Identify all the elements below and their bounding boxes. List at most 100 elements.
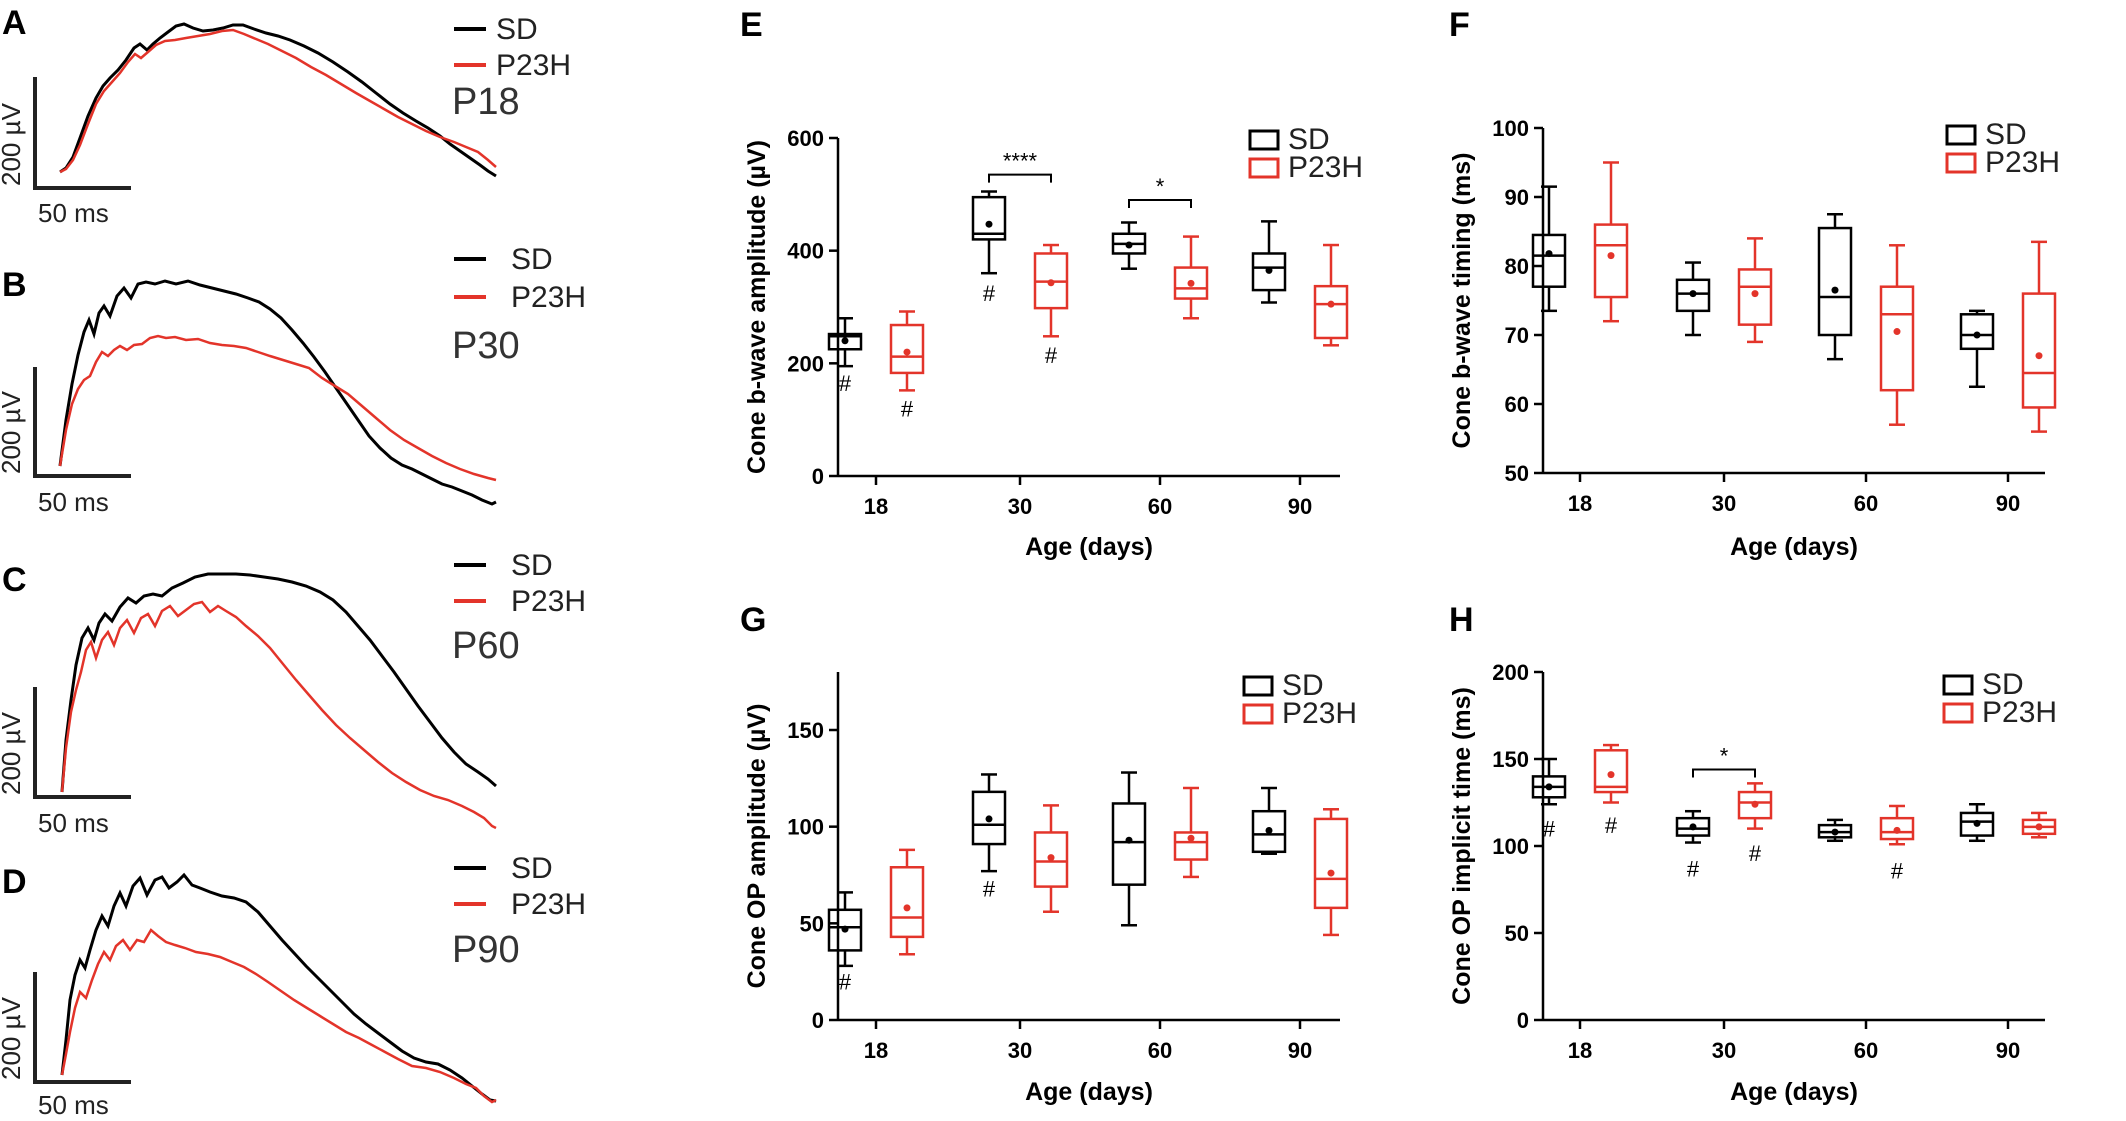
box-p23h-18 (889, 848, 925, 956)
legend-label-p23h: P23H (1288, 151, 1363, 184)
box-mean-dot (1047, 279, 1055, 287)
age-label-a: P18 (452, 81, 520, 123)
y-tick-label: 150 (1492, 747, 1529, 772)
box-p23h-90 (1313, 243, 1349, 347)
box-mean-dot (1545, 250, 1553, 258)
age-label-d: P90 (452, 929, 520, 971)
box-iqr (1737, 790, 1773, 820)
box-iqr (1173, 831, 1209, 861)
box-iqr (1817, 226, 1853, 337)
box-p23h-60 (1879, 244, 1915, 426)
scale-x-d: 50 ms (38, 1090, 109, 1120)
legend-a-p23h-label: P23H (496, 49, 571, 82)
legend-swatch-p23h (1248, 157, 1280, 179)
trace-b-sd (58, 279, 497, 506)
box-iqr (1879, 816, 1915, 841)
box-mean-dot (1893, 328, 1901, 336)
box-iqr (1251, 252, 1287, 292)
box-iqr (827, 332, 863, 351)
scale-y-b: 200 µV (0, 390, 26, 474)
scale-y-d: 200 µV (0, 996, 26, 1080)
x-axis-title: Age (days) (1025, 1078, 1153, 1106)
x-tick-label: 60 (1854, 491, 1878, 516)
box-iqr (1593, 223, 1629, 299)
y-tick-label: 100 (1492, 116, 1529, 141)
x-tick-label: 18 (1568, 1038, 1592, 1063)
legend-c-sd-label: SD (511, 549, 553, 582)
box-iqr (1879, 285, 1915, 392)
box-p23h-60 (1879, 804, 1915, 846)
y-tick-label: 200 (787, 351, 824, 376)
panel-letter-h: H (1449, 601, 1474, 639)
x-axis-title: Age (days) (1025, 533, 1153, 561)
box-p23h-30 (1033, 243, 1069, 338)
hash-mark: # (1891, 858, 1904, 883)
x-tick-label: 30 (1008, 1038, 1032, 1063)
box-p23h-18 (889, 310, 925, 392)
panel-letter-b: B (2, 266, 27, 304)
y-axis-title: Cone b-wave timing (ms) (1448, 153, 1476, 449)
box-mean-dot (1125, 836, 1133, 844)
trace-panel-a: A SD P23H P18 200 µV 50 ms (0, 4, 571, 228)
box-p23h-90 (1313, 808, 1349, 937)
legend-label-sd: SD (1985, 118, 2027, 151)
y-tick-label: 0 (812, 1008, 824, 1033)
box-sd-30 (971, 190, 1007, 275)
panel-letter-a: A (2, 4, 27, 42)
box-mean-dot (1047, 854, 1055, 862)
box-mean-dot (1973, 819, 1981, 827)
box-mean-dot (903, 904, 911, 912)
legend-swatch-sd (1945, 124, 1977, 146)
legend-label-sd: SD (1288, 123, 1330, 156)
box-mean-dot (841, 925, 849, 933)
box-mean-dot (1327, 869, 1335, 877)
box-p23h-60 (1173, 235, 1209, 320)
significance-bracket (1128, 198, 1192, 208)
scale-y-a: 200 µV (0, 102, 26, 186)
legend-a-sd-label: SD (496, 13, 538, 46)
legend-swatch-p23h (1242, 703, 1274, 725)
legend-label-p23h: P23H (1282, 697, 1357, 730)
legend-label-p23h: P23H (1985, 146, 2060, 179)
trace-c-p23h (60, 600, 497, 830)
box-sd-60 (1111, 221, 1147, 270)
box-p23h-30 (1737, 237, 1773, 344)
legend-b-sd-label: SD (511, 243, 553, 276)
panel-letter-g: G (740, 601, 766, 639)
box-iqr (971, 195, 1007, 241)
x-tick-label: 90 (1996, 491, 2020, 516)
box-mean-dot (1831, 286, 1839, 294)
y-tick-label: 70 (1505, 323, 1529, 348)
trace-b-p23h (58, 334, 497, 482)
hash-mark: # (1543, 817, 1556, 842)
trace-d-p23h (60, 928, 497, 1104)
box-sd-90 (1959, 309, 1995, 388)
box-iqr (1251, 809, 1287, 854)
x-tick-label: 18 (1568, 491, 1592, 516)
y-axis-title: Cone OP implicit time (ms) (1448, 687, 1476, 1005)
trace-c-sd (60, 572, 497, 793)
box-p23h-30 (1737, 782, 1773, 830)
box-mean-dot (1751, 290, 1759, 298)
box-sd-90 (1251, 220, 1287, 304)
x-tick-label: 90 (1288, 494, 1312, 519)
hash-mark: # (983, 877, 996, 902)
box-iqr (1111, 802, 1147, 886)
legend-label-p23h: P23H (1982, 696, 2057, 729)
scale-x-b: 50 ms (38, 487, 109, 517)
box-iqr (889, 323, 925, 375)
box-sd-60 (1111, 771, 1147, 927)
panel-letter-c: C (2, 561, 27, 599)
box-iqr (1737, 268, 1773, 326)
x-axis-title: Age (days) (1730, 1078, 1858, 1106)
box-iqr (1675, 816, 1711, 837)
box-mean-dot (1607, 252, 1615, 260)
box-sd-30 (1675, 809, 1711, 844)
legend-b-p23h-label: P23H (511, 281, 586, 314)
box-iqr (1959, 313, 1995, 351)
y-tick-label: 600 (787, 126, 824, 151)
box-mean-dot (1327, 300, 1335, 308)
x-axis-title: Age (days) (1730, 533, 1858, 561)
y-tick-label: 400 (787, 239, 824, 264)
